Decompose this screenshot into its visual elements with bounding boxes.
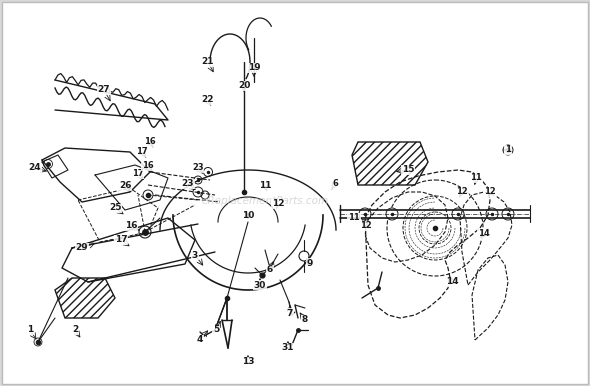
Circle shape [502, 208, 514, 220]
Text: 17: 17 [132, 169, 144, 178]
Text: 26: 26 [119, 181, 131, 191]
Text: 17: 17 [136, 147, 148, 156]
Text: 16: 16 [124, 222, 137, 230]
Text: 21: 21 [202, 58, 214, 66]
Text: 23: 23 [192, 164, 204, 173]
Text: eReplacementParts.com: eReplacementParts.com [202, 196, 329, 206]
Text: 19: 19 [248, 64, 260, 73]
Text: 14: 14 [478, 230, 490, 239]
Text: 23: 23 [182, 179, 194, 188]
Text: 20: 20 [238, 81, 250, 90]
Text: 11: 11 [470, 173, 482, 183]
Text: 17: 17 [114, 235, 127, 244]
Circle shape [386, 208, 398, 220]
Text: 30: 30 [254, 281, 266, 290]
Text: 13: 13 [242, 357, 254, 366]
Text: 29: 29 [76, 244, 88, 252]
Text: 16: 16 [142, 161, 154, 171]
Text: 14: 14 [445, 278, 458, 286]
Circle shape [486, 208, 498, 220]
Text: 16: 16 [144, 137, 156, 147]
Text: 27: 27 [98, 86, 110, 95]
Text: 5: 5 [213, 325, 219, 335]
Text: 12: 12 [360, 222, 372, 230]
Text: 24: 24 [29, 164, 41, 173]
Text: 12: 12 [272, 200, 284, 208]
Text: 2: 2 [72, 325, 78, 335]
Text: 11: 11 [348, 213, 360, 222]
Text: 31: 31 [282, 344, 294, 352]
Circle shape [359, 208, 371, 220]
Text: 4: 4 [197, 335, 203, 344]
Text: 1: 1 [27, 325, 33, 335]
Text: 3: 3 [192, 251, 198, 259]
Circle shape [452, 208, 464, 220]
Text: 8: 8 [302, 315, 308, 325]
Text: 9: 9 [307, 259, 313, 267]
Text: 12: 12 [456, 188, 468, 196]
Text: 1: 1 [505, 146, 511, 154]
Text: 12: 12 [484, 188, 496, 196]
Text: 11: 11 [259, 181, 271, 191]
Text: 15: 15 [402, 166, 414, 174]
Text: 25: 25 [109, 203, 122, 213]
Text: 6: 6 [267, 266, 273, 274]
Text: 7: 7 [287, 308, 293, 318]
Text: 22: 22 [201, 95, 213, 105]
Text: 10: 10 [242, 210, 254, 220]
Text: 6: 6 [332, 179, 338, 188]
